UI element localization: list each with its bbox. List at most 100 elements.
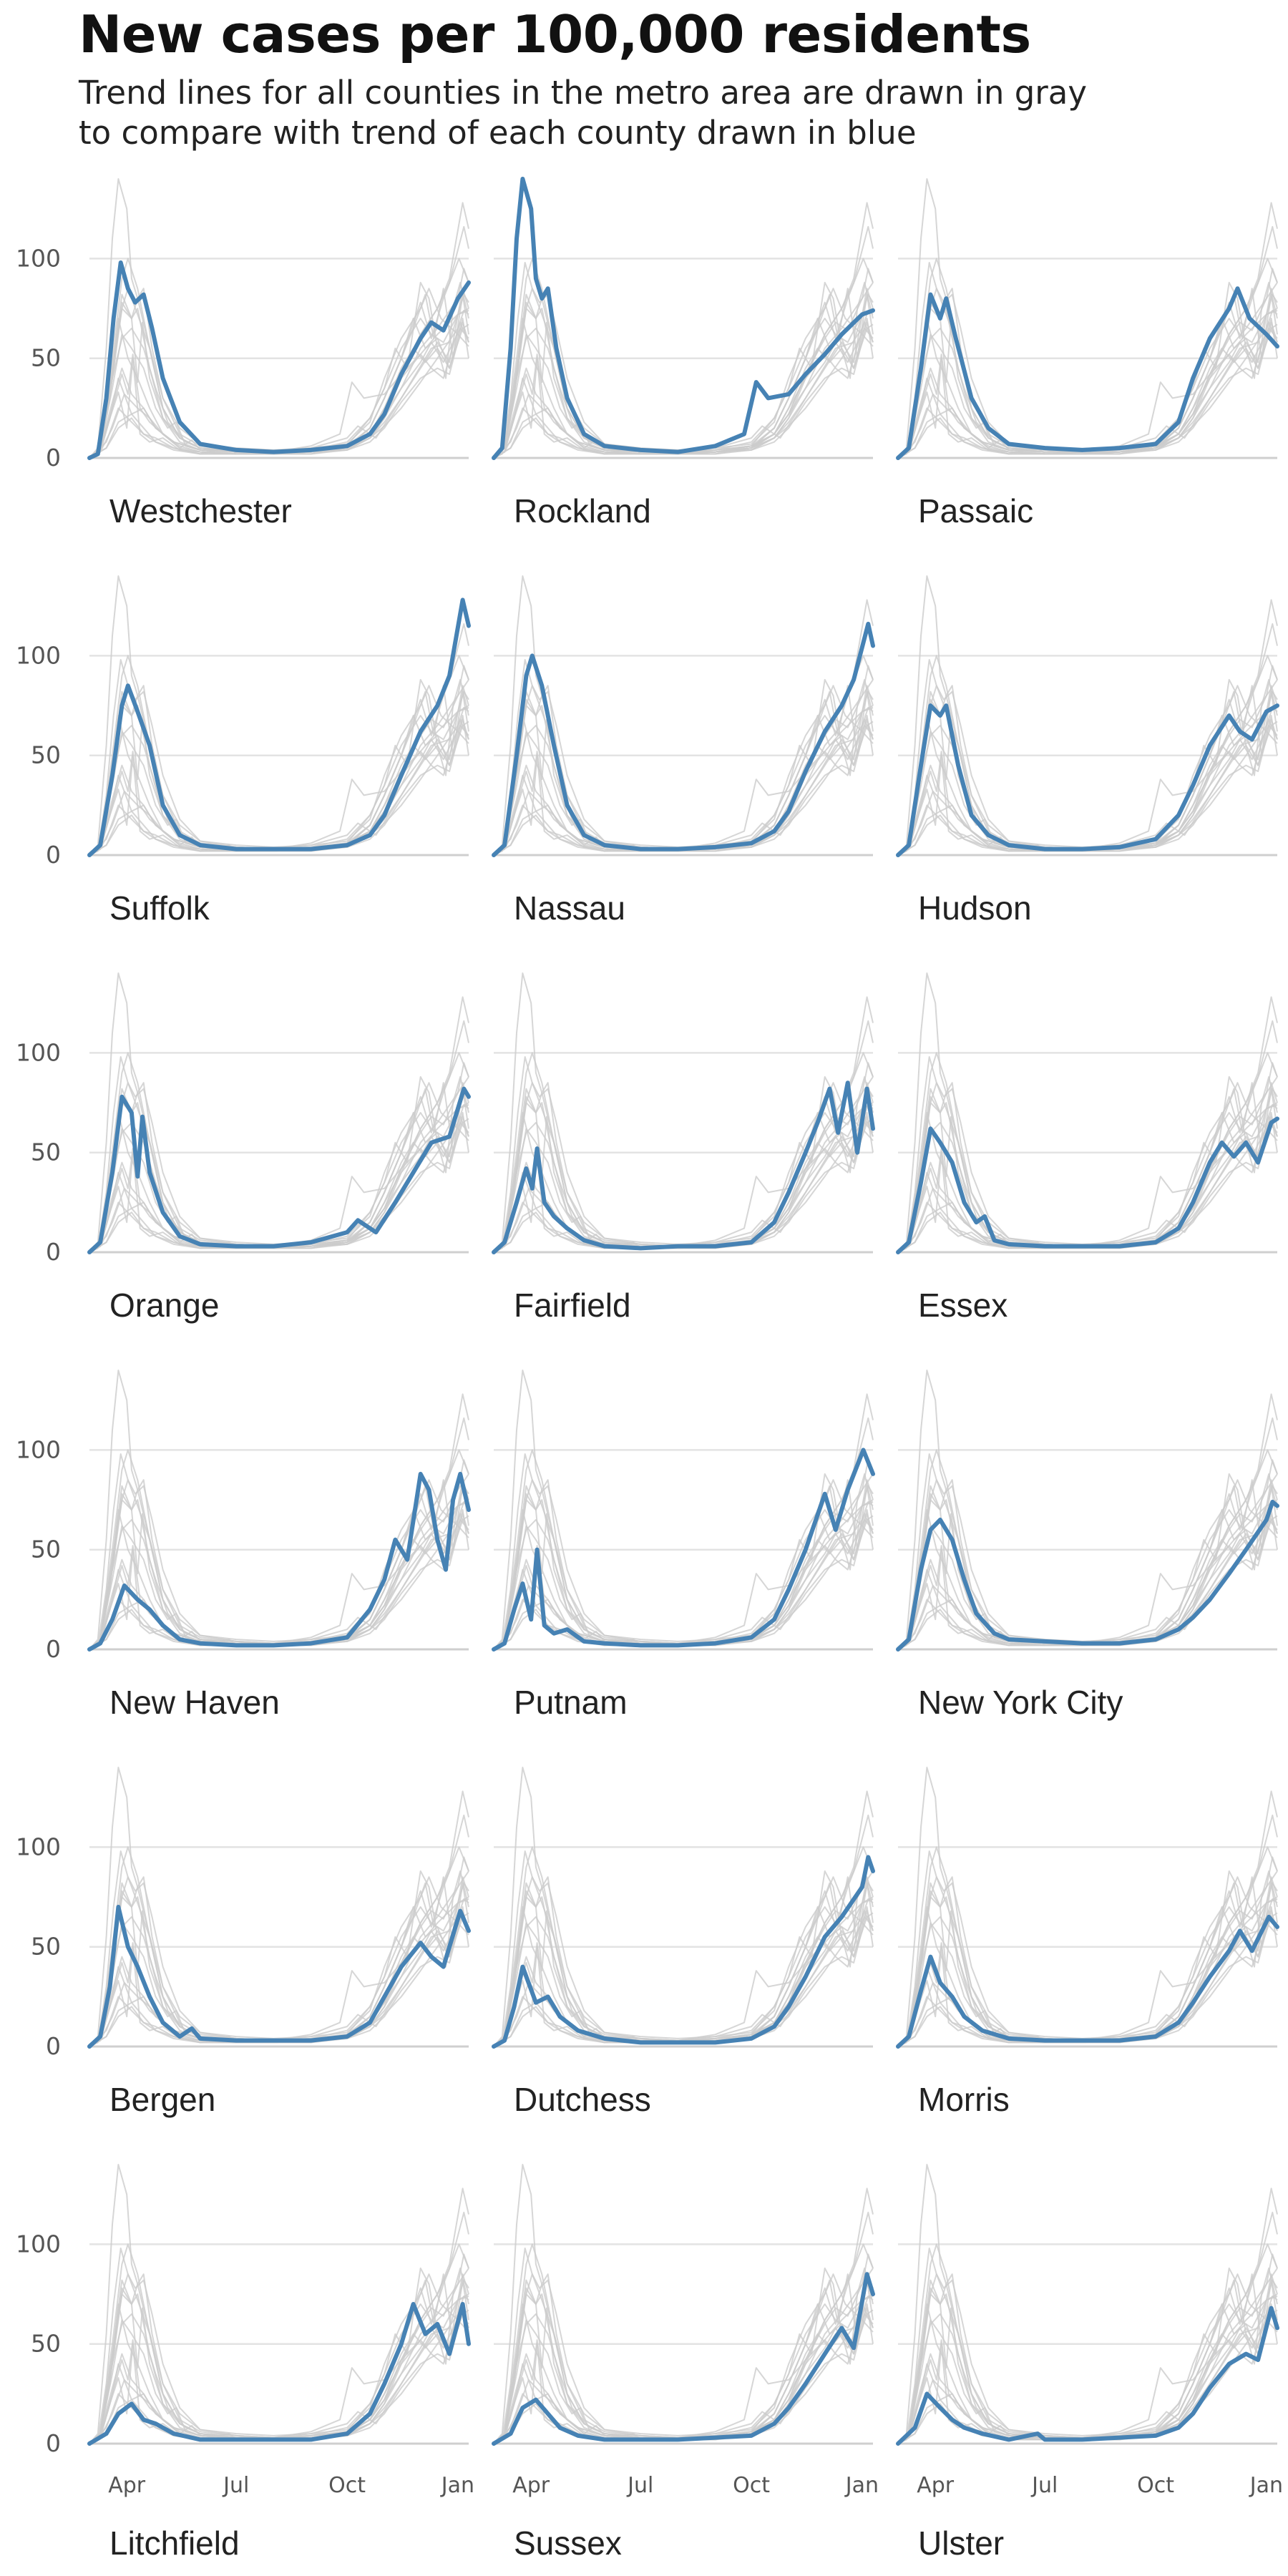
page-title: New cases per 100,000 residents xyxy=(79,4,1031,64)
context-line-westchester xyxy=(89,262,469,459)
y-tick-label: 0 xyxy=(46,1238,61,1266)
context-line-westchester xyxy=(89,1453,469,1650)
series-line-bergen xyxy=(87,1905,471,2049)
y-tick-label: 0 xyxy=(46,2032,61,2060)
x-tick-label: Jul xyxy=(626,2473,653,2498)
series-line-hudson xyxy=(896,703,1279,857)
context-line-litchfield xyxy=(897,318,1278,459)
context-line-westchester xyxy=(89,1850,469,2047)
panel-label: Dutchess xyxy=(514,2081,651,2118)
series-line-morris xyxy=(896,1914,1279,2049)
context-line-passaic xyxy=(89,1876,469,2047)
x-tick-label: Jul xyxy=(1030,2473,1058,2498)
panel-morris: Morris xyxy=(896,1767,1279,2118)
context-line-westchester xyxy=(897,2248,1278,2444)
context-line-westchester xyxy=(493,1850,874,2047)
y-tick-label: 50 xyxy=(31,1536,61,1563)
panel-new-haven: 0 50 100 New Haven xyxy=(16,1370,471,1721)
y-tick-label: 0 xyxy=(46,444,61,472)
panel-label: Nassau xyxy=(514,889,625,927)
series-line-litchfield xyxy=(87,2302,471,2446)
context-line-passaic xyxy=(89,685,469,856)
panel-orange: 0 50 100 Orange xyxy=(16,972,471,1324)
panel-dutchess: Dutchess xyxy=(492,1767,875,2118)
context-line-litchfield xyxy=(897,715,1278,856)
context-line-essex xyxy=(897,323,1278,459)
panel-label: Hudson xyxy=(918,889,1032,927)
context-line-passaic xyxy=(897,685,1278,856)
panel-litchfield: 0 50 100 Apr Jul Oct Jan Litchfield xyxy=(16,2164,474,2562)
x-tick-label: Apr xyxy=(108,2473,146,2498)
context-line-new-york-city xyxy=(493,2295,874,2444)
x-tick-label: Apr xyxy=(512,2473,550,2498)
series-line-westchester xyxy=(87,260,471,460)
context-line-passaic xyxy=(493,1479,874,1650)
context-line-passaic xyxy=(493,685,874,856)
panel-label: Sussex xyxy=(514,2524,622,2562)
context-line-passaic xyxy=(89,1479,469,1650)
series-line-dutchess xyxy=(492,1855,875,2049)
series-line-orange xyxy=(87,1086,471,1254)
panel-label: Suffolk xyxy=(109,889,210,927)
context-line-litchfield xyxy=(89,318,469,459)
panel-label: Litchfield xyxy=(109,2524,240,2562)
y-tick-label: 100 xyxy=(16,641,61,669)
context-line-westchester xyxy=(493,659,874,856)
panel-passaic: Passaic xyxy=(896,178,1279,530)
panel-sussex: Apr Jul Oct Jan Sussex xyxy=(492,2164,879,2562)
y-tick-label: 0 xyxy=(46,1635,61,1663)
context-line-passaic xyxy=(897,1082,1278,1253)
series-line-nassau xyxy=(492,621,875,857)
y-tick-label: 100 xyxy=(16,2230,61,2258)
panel-label: Rockland xyxy=(514,492,651,530)
context-line-passaic xyxy=(493,2273,874,2444)
context-line-westchester xyxy=(89,1056,469,1253)
context-line-essex xyxy=(493,1912,874,2047)
x-tick-label: Jan xyxy=(440,2473,474,2498)
context-line-essex xyxy=(493,721,874,856)
y-tick-label: 100 xyxy=(16,1435,61,1463)
context-line-new-york-city xyxy=(493,1898,874,2047)
y-tick-label: 50 xyxy=(31,1138,61,1166)
panel-fairfield: Fairfield xyxy=(492,972,875,1324)
series-line-sussex xyxy=(492,2272,875,2446)
context-line-westchester xyxy=(897,262,1278,459)
y-tick-label: 50 xyxy=(31,344,61,372)
context-line-westchester xyxy=(89,659,469,856)
context-line-westchester xyxy=(493,2248,874,2444)
y-tick-label: 0 xyxy=(46,2429,61,2457)
x-tick-label: Oct xyxy=(328,2473,366,2498)
panel-ulster: Apr Jul Oct Jan Ulster xyxy=(896,2164,1283,2562)
panel-new-york-city: New York City xyxy=(896,1370,1279,1721)
context-line-passaic xyxy=(493,1876,874,2047)
y-tick-label: 100 xyxy=(16,1833,61,1860)
panel-westchester: 0 50 100 Westchester xyxy=(16,178,471,530)
y-tick-label: 50 xyxy=(31,741,61,769)
context-line-essex xyxy=(897,1912,1278,2047)
context-line-passaic xyxy=(897,1876,1278,2047)
x-tick-label: Oct xyxy=(733,2473,770,2498)
panel-bergen: 0 50 100 Bergen xyxy=(16,1767,471,2118)
x-tick-label: Jan xyxy=(1249,2473,1283,2498)
x-tick-label: Apr xyxy=(917,2473,955,2498)
series-line-putnam xyxy=(492,1448,875,1652)
panel-essex: Essex xyxy=(896,972,1279,1324)
context-line-litchfield xyxy=(493,715,874,856)
y-tick-label: 100 xyxy=(16,1038,61,1066)
context-line-essex xyxy=(89,1912,469,2047)
context-line-ulster xyxy=(897,321,1278,459)
y-tick-label: 100 xyxy=(16,244,61,272)
series-line-new-york-city xyxy=(896,1499,1279,1652)
panel-label: Ulster xyxy=(918,2524,1004,2562)
panel-suffolk: 0 50 100 Suffolk xyxy=(16,575,471,927)
panel-label: Passaic xyxy=(918,492,1033,530)
context-line-westchester xyxy=(89,2248,469,2444)
panel-nassau: Nassau xyxy=(492,575,875,927)
context-line-essex xyxy=(493,323,874,459)
page-subtitle: Trend lines for all counties in the metr… xyxy=(79,74,1087,152)
panel-label: Orange xyxy=(109,1287,219,1324)
series-line-fairfield xyxy=(492,1080,875,1254)
context-line-westchester xyxy=(493,1453,874,1650)
series-line-suffolk xyxy=(87,597,471,857)
